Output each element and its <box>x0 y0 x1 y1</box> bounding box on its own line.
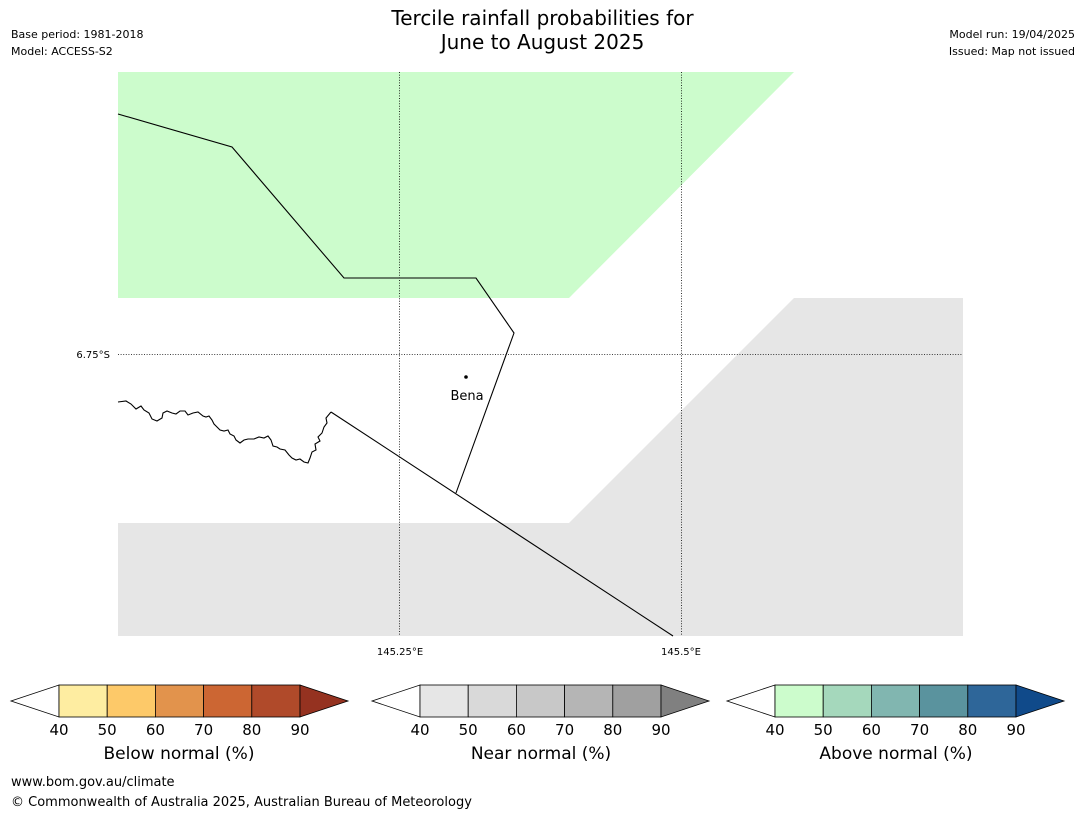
latitude-label: 6.75°S <box>76 350 110 361</box>
longitude-label-145-5: 145.5°E <box>661 647 701 658</box>
near-normal-colorbar-tick-label: 70 <box>555 721 574 739</box>
colorbars: 40 50 60 70 80 90 40 50 60 70 80 90 40 50 60 70 80 90 <box>9 684 1066 739</box>
above-normal-colorbar-tick-label: 90 <box>1006 721 1025 739</box>
map-title-line1: Tercile rainfall probabilities for <box>391 6 694 30</box>
near-normal-region <box>118 298 963 636</box>
map-title: Tercile rainfall probabilities for June … <box>0 6 1085 54</box>
below-normal-colorbar-cell <box>58 684 108 718</box>
below-normal-colorbar-tick-label: 40 <box>49 721 68 739</box>
header-info-left: Base period: 1981-2018 Model: ACCESS-S2 <box>11 26 143 60</box>
above-normal-colorbar-cell <box>871 684 921 718</box>
above-normal-colorbar-cell <box>967 684 1017 718</box>
above-normal-colorbar-cell <box>774 684 824 718</box>
above-normal-colorbar-tick-label: 40 <box>765 721 784 739</box>
footer-copyright: © Commonwealth of Australia 2025, Austra… <box>11 795 472 810</box>
near-normal-colorbar-tick-label: 60 <box>507 721 526 739</box>
above-normal-colorbar-tick-label: 80 <box>958 721 977 739</box>
near-normal-colorbar-cell <box>612 684 662 718</box>
below-normal-colorbar-tick-label: 60 <box>146 721 165 739</box>
river-line <box>117 400 332 464</box>
below-normal-title: Below normal (%) <box>103 744 255 764</box>
issued-text: Issued: Map not issued <box>948 45 1075 58</box>
near-normal-colorbar-tick-label: 50 <box>459 721 478 739</box>
near-normal-colorbar-tick-label: 80 <box>603 721 622 739</box>
bena-marker <box>464 375 468 379</box>
near-normal-colorbar-tick-label: 40 <box>410 721 429 739</box>
above-normal-colorbar-tick-label: 70 <box>910 721 929 739</box>
header-info-right: Model run: 19/04/2025 Issued: Map not is… <box>949 26 1075 60</box>
bena-label: Bena <box>450 389 483 404</box>
above-normal-colorbar-over-triangle <box>1015 684 1066 718</box>
above-normal-title: Above normal (%) <box>819 744 973 764</box>
below-normal-colorbar-tick-label: 70 <box>194 721 213 739</box>
below-normal-colorbar-tick-label: 90 <box>290 721 309 739</box>
above-normal-colorbar-tick-label: 50 <box>814 721 833 739</box>
below-normal-colorbar-cell <box>106 684 156 718</box>
model-text: Model: ACCESS-S2 <box>11 45 113 58</box>
province-boundary <box>117 113 515 494</box>
near-normal-title: Near normal (%) <box>470 744 612 764</box>
above-normal-colorbar-cell <box>822 684 872 718</box>
above-normal-colorbar-tick-label: 60 <box>862 721 881 739</box>
near-normal-colorbar-over-triangle <box>660 684 711 718</box>
above-normal-colorbar-cell <box>919 684 969 718</box>
below-normal-colorbar-cell <box>251 684 301 718</box>
near-normal-colorbar-tick-label: 90 <box>651 721 670 739</box>
below-normal-colorbar-under-triangle <box>9 684 60 718</box>
footer-url[interactable]: www.bom.gov.au/climate <box>11 775 175 790</box>
model-run-text: Model run: 19/04/2025 <box>949 28 1075 41</box>
below-normal-colorbar-tick-label: 50 <box>98 721 117 739</box>
near-normal-colorbar-cell <box>419 684 469 718</box>
province-boundary-south <box>330 411 674 637</box>
longitude-label-145-25: 145.25°E <box>377 647 423 658</box>
above-normal-colorbar-under-triangle <box>725 684 776 718</box>
below-normal-colorbar-over-triangle <box>299 684 350 718</box>
map-title-line2: June to August 2025 <box>440 30 645 54</box>
below-normal-colorbar-cell <box>203 684 253 718</box>
map-panel <box>117 72 963 637</box>
near-normal-colorbar-cell <box>467 684 517 718</box>
near-normal-colorbar-under-triangle <box>370 684 421 718</box>
below-normal-colorbar-tick-label: 80 <box>242 721 261 739</box>
above-normal-region <box>118 72 794 298</box>
base-period-text: Base period: 1981-2018 <box>11 28 144 41</box>
near-normal-colorbar-cell <box>564 684 614 718</box>
below-normal-colorbar-cell <box>154 684 204 718</box>
near-normal-colorbar-cell <box>516 684 566 718</box>
